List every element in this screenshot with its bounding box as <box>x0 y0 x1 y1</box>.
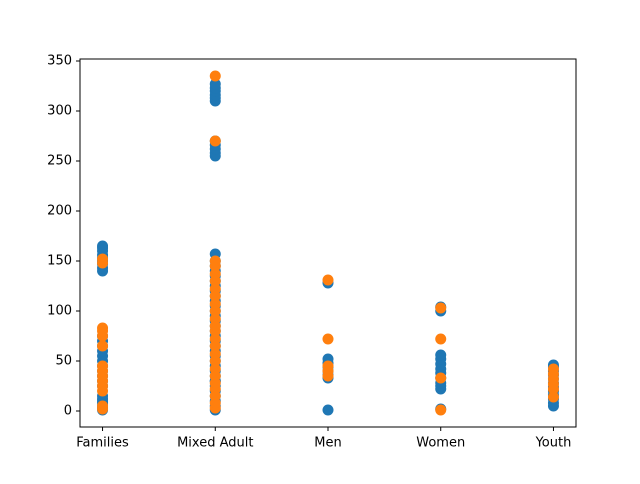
point <box>435 302 447 314</box>
plot-frame <box>79 58 577 428</box>
y-tick-label: 350 <box>47 54 72 69</box>
y-tick-label: 300 <box>47 104 72 119</box>
point <box>209 363 221 375</box>
point <box>209 283 221 295</box>
point <box>209 313 221 325</box>
point <box>97 400 109 412</box>
y-tick-label: 200 <box>47 204 72 219</box>
point <box>435 372 447 384</box>
point <box>97 360 109 372</box>
x-tick-label: Mixed Adult <box>177 436 253 451</box>
point <box>435 349 447 361</box>
point <box>547 391 559 403</box>
y-tick-label: 150 <box>47 254 72 269</box>
y-tick-label: 0 <box>64 404 72 419</box>
point <box>209 135 221 147</box>
point <box>435 333 447 345</box>
point <box>209 298 221 310</box>
point <box>209 348 221 360</box>
point <box>209 70 221 82</box>
point <box>97 240 109 252</box>
point <box>209 78 221 90</box>
point <box>322 333 334 345</box>
point <box>97 253 109 265</box>
point <box>547 363 559 375</box>
point <box>322 404 334 416</box>
point <box>97 340 109 352</box>
x-tick-label: Men <box>314 436 341 451</box>
point <box>322 274 334 286</box>
x-tick-label: Women <box>416 436 465 451</box>
point <box>97 322 109 334</box>
point <box>209 333 221 345</box>
point <box>209 255 221 267</box>
y-tick-label: 50 <box>55 354 72 369</box>
point <box>209 268 221 280</box>
point <box>435 404 447 416</box>
x-tick-label: Youth <box>535 436 572 451</box>
x-tick-label: Families <box>76 436 129 451</box>
y-tick-label: 100 <box>47 304 72 319</box>
point <box>322 360 334 372</box>
y-tick-label: 250 <box>47 154 72 169</box>
